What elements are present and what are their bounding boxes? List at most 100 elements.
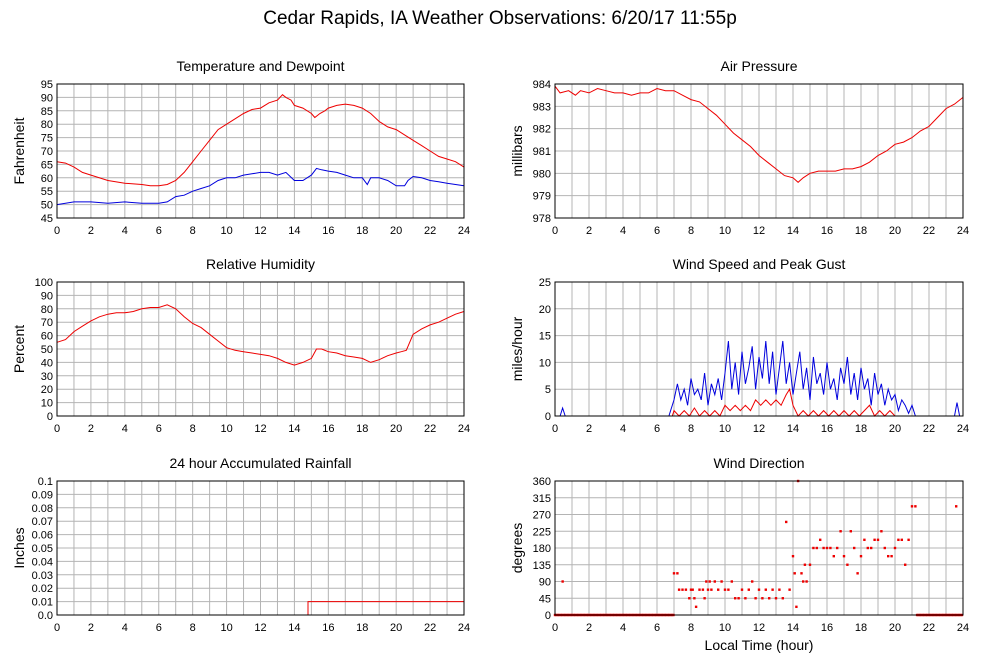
x-tick-label: 22 <box>424 423 436 435</box>
wind-direction-point <box>791 554 795 558</box>
y-tick-label: 80 <box>41 304 53 316</box>
x-tick-label: 8 <box>688 622 694 634</box>
y-tick-label: 360 <box>533 476 551 488</box>
chart-title: Relative Humidity <box>206 256 315 272</box>
chart-title: Wind Speed and Peak Gust <box>673 256 846 272</box>
wind-direction-point <box>778 588 781 591</box>
wind-direction-point <box>764 588 767 591</box>
plot-frame <box>554 83 964 219</box>
wind-direction-point <box>710 588 713 591</box>
x-tick-label: 22 <box>923 423 935 435</box>
plot-frame <box>56 83 465 219</box>
x-tick-label: 18 <box>855 423 867 435</box>
y-tick-label: 20 <box>539 304 551 316</box>
wind-direction-point <box>849 530 852 533</box>
x-tick-label: 4 <box>122 423 128 435</box>
wind-direction-point <box>863 538 866 542</box>
wind-direction-point <box>822 546 825 550</box>
y-tick-label: 30 <box>41 371 53 383</box>
wind-direction-point <box>747 588 750 591</box>
y-tick-label: 180 <box>533 543 551 555</box>
wind-direction-point <box>681 588 684 591</box>
chart-title: 24 hour Accumulated Rainfall <box>169 455 351 471</box>
y-tick-label: 50 <box>41 344 53 356</box>
x-tick-label: 4 <box>122 225 128 237</box>
y-tick-label: 70 <box>41 146 53 158</box>
chart-rh: Relative HumidityPercent0102030405060708… <box>11 256 470 435</box>
x-tick-label: 10 <box>220 423 232 435</box>
wind-direction-point <box>955 505 958 508</box>
y-axis-label: miles/hour <box>509 316 525 381</box>
chart-title: Temperature and Dewpoint <box>176 58 344 74</box>
x-tick-label: 18 <box>855 225 867 237</box>
wind-direction-point <box>853 546 856 550</box>
x-tick-label: 16 <box>322 622 334 634</box>
y-tick-label: 90 <box>41 92 53 104</box>
y-tick-label: 0.06 <box>32 530 53 542</box>
y-tick-label: 315 <box>533 493 551 505</box>
y-tick-label: 20 <box>41 384 53 396</box>
y-tick-label: 90 <box>539 577 551 589</box>
x-tick-label: 20 <box>889 225 901 237</box>
plot-frame <box>56 480 465 616</box>
x-tick-label: 6 <box>654 423 660 435</box>
x-tick-label: 18 <box>356 622 368 634</box>
x-tick-label: 0 <box>54 622 60 634</box>
wind-direction-point <box>691 588 694 591</box>
wind-direction-point <box>754 597 757 600</box>
wind-direction-point <box>701 588 705 591</box>
y-tick-label: 0.03 <box>32 570 53 582</box>
x-tick-label: 12 <box>753 622 765 634</box>
x-tick-label: 24 <box>957 225 969 237</box>
x-tick-label: 6 <box>654 622 660 634</box>
x-tick-label: 22 <box>424 622 436 634</box>
x-tick-label: 24 <box>458 423 470 435</box>
x-tick-label: 14 <box>288 225 300 237</box>
x-tick-label: 0 <box>552 225 558 237</box>
wind-direction-point <box>866 546 869 550</box>
x-tick-label: 20 <box>390 423 402 435</box>
wind-direction-point <box>842 554 846 558</box>
x-tick-label: 12 <box>753 225 765 237</box>
y-tick-label: 60 <box>41 173 53 185</box>
y-tick-label: 10 <box>41 398 53 410</box>
x-tick-label: 24 <box>458 622 470 634</box>
wind-direction-point <box>795 605 798 609</box>
plot-frame <box>554 281 964 417</box>
x-tick-label: 10 <box>719 225 731 237</box>
wind-direction-point <box>839 530 842 533</box>
wind-direction-point <box>723 588 727 591</box>
x-tick-label: 14 <box>787 622 799 634</box>
wind-direction-point <box>910 505 914 508</box>
x-tick-label: 2 <box>88 423 94 435</box>
x-tick-label: 2 <box>586 423 592 435</box>
y-axis-label: millibars <box>509 125 525 176</box>
y-tick-label: 225 <box>533 526 551 538</box>
x-tick-label: 2 <box>586 622 592 634</box>
x-tick-label: 14 <box>288 622 300 634</box>
wind-direction-point <box>876 538 880 542</box>
y-tick-label: 5 <box>545 384 551 396</box>
wind-direction-point <box>812 546 815 550</box>
x-tick-label: 8 <box>190 225 196 237</box>
chart-title: Air Pressure <box>720 58 797 74</box>
x-tick-label: 22 <box>424 225 436 237</box>
series-line-0 <box>554 85 964 183</box>
y-tick-label: 979 <box>533 191 551 203</box>
series-line-1 <box>555 387 963 417</box>
wind-direction-point <box>883 546 886 550</box>
page-title: Cedar Rapids, IA Weather Observations: 6… <box>263 8 737 29</box>
y-tick-label: 982 <box>533 124 551 136</box>
wind-direction-point <box>744 597 747 600</box>
wind-direction-point <box>727 588 730 591</box>
chart-rain: 24 hour Accumulated RainfallInches0.00.0… <box>11 455 470 634</box>
y-tick-label: 10 <box>539 357 551 369</box>
y-tick-label: 980 <box>533 168 551 180</box>
x-tick-label: 8 <box>688 423 694 435</box>
y-axis-label: Fahrenheit <box>11 117 27 184</box>
x-tick-label: 24 <box>957 622 969 634</box>
x-tick-label: 14 <box>288 423 300 435</box>
x-tick-label: 16 <box>821 423 833 435</box>
